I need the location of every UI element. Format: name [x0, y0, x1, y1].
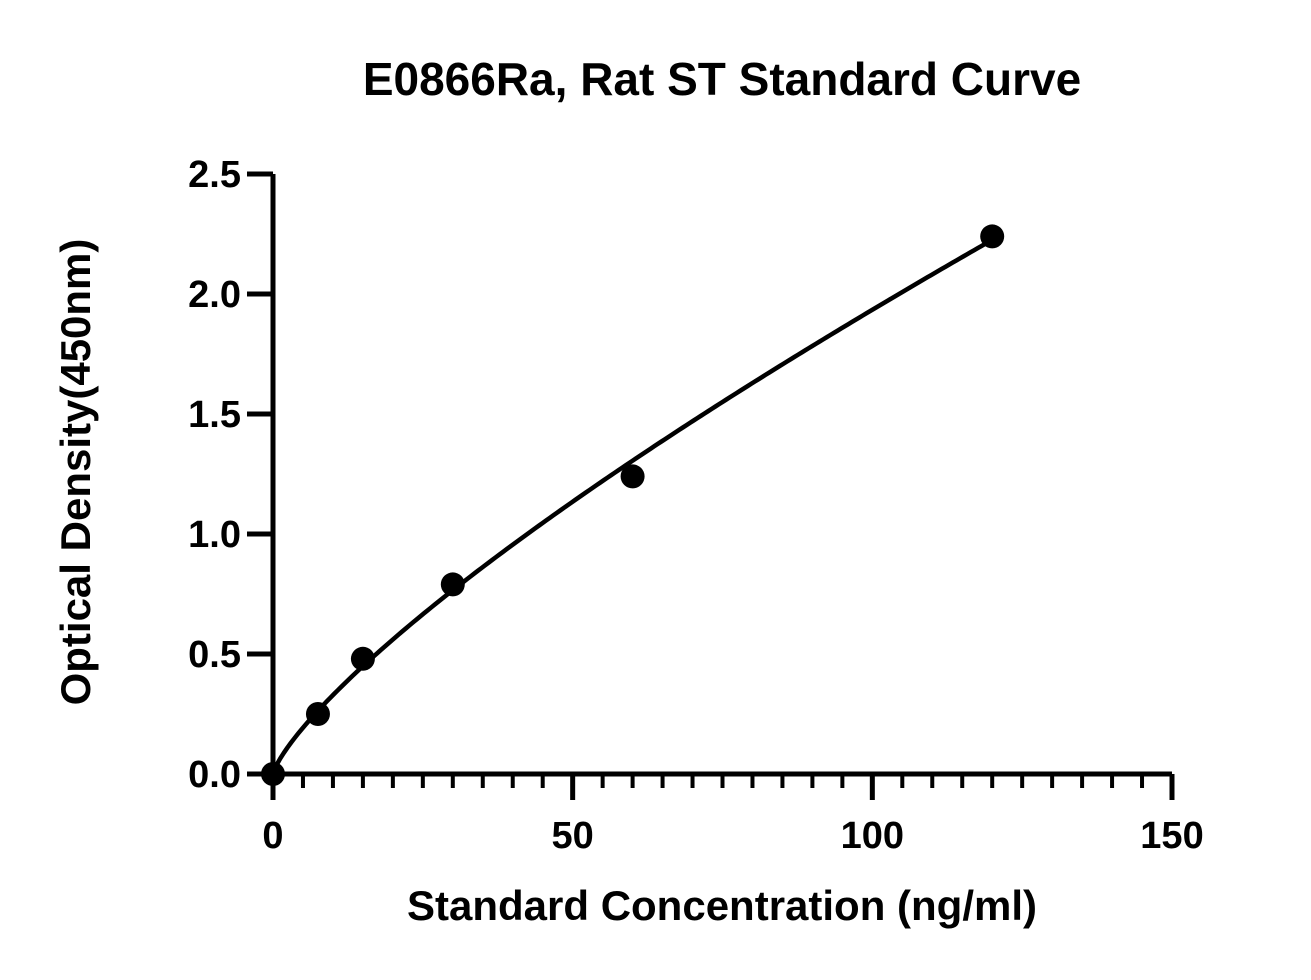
x-tick-label: 0 — [262, 815, 283, 857]
y-tick-label: 0.5 — [188, 634, 241, 676]
data-point — [305, 702, 330, 726]
data-point — [620, 464, 645, 489]
fit-curve-layer — [270, 237, 994, 775]
data-point — [440, 572, 465, 597]
y-tick-label: 1.0 — [188, 514, 241, 556]
data-point — [261, 762, 285, 786]
x-tick-label: 100 — [841, 815, 904, 857]
fit-curve — [270, 237, 994, 775]
x-axis-label: Standard Concentration (ng/ml) — [407, 882, 1037, 929]
data-point — [980, 224, 1005, 249]
y-axis-label: Optical Density(450nm) — [52, 239, 99, 706]
y-tick-label: 2.5 — [188, 154, 241, 196]
y-tick-label: 0.0 — [188, 754, 241, 796]
y-tick-label: 1.5 — [188, 394, 241, 436]
data-points-layer — [261, 224, 1005, 786]
axes: 0.0 0.5 1.0 1.5 2.0 2.5 0 50 100 150 — [188, 154, 1204, 857]
y-tick-label: 2.0 — [188, 274, 241, 316]
x-tick-label: 50 — [552, 815, 594, 857]
data-point — [350, 646, 375, 671]
chart-title: E0866Ra, Rat ST Standard Curve — [363, 53, 1081, 105]
x-tick-label: 150 — [1140, 815, 1203, 857]
